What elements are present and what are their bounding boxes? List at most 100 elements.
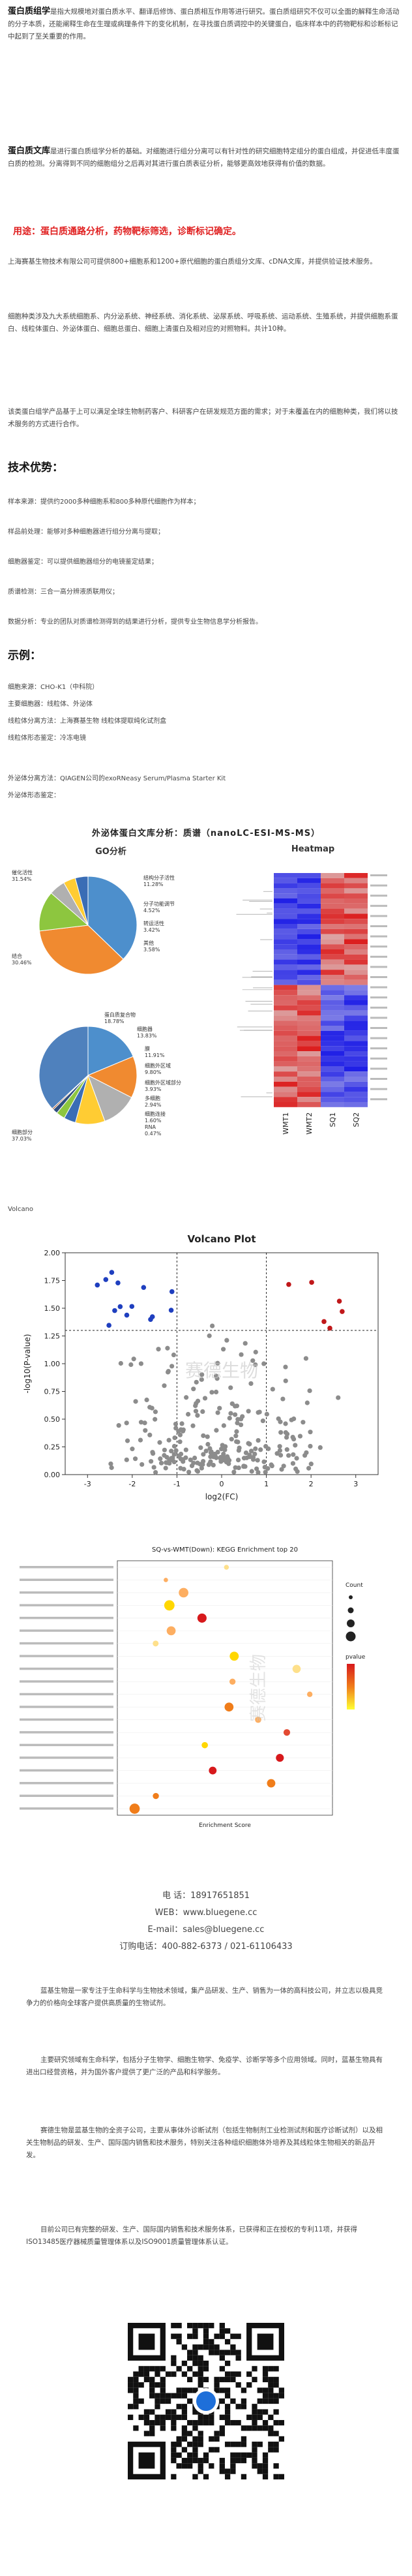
qr-logo-icon [196, 2391, 216, 2411]
pathway-label-placeholder [20, 1769, 113, 1772]
heatmap-cell [344, 1020, 368, 1026]
heatmap-cell [321, 898, 344, 904]
qr-module [133, 2376, 139, 2383]
qr-module [176, 2452, 182, 2458]
intro-paragraph-2: 蛋白质文库是进行蛋白质组学分析的基础。对细胞进行组分分离可以有针对性的研究细胞特… [8, 145, 404, 170]
heatmap-cell [274, 1035, 297, 1041]
qr-module [133, 2425, 139, 2431]
heatmap-cell [344, 1081, 368, 1087]
point-ns [171, 1443, 177, 1449]
qr-module [219, 2350, 225, 2355]
advantages-title: 技术优势： [8, 461, 63, 474]
qr-module [160, 2414, 166, 2420]
qr-module [198, 2442, 203, 2447]
heatmap-cell [321, 1030, 344, 1036]
qr-module [149, 2425, 155, 2431]
qr-module [192, 2425, 198, 2431]
enrichment-point [201, 1741, 208, 1749]
qr-module [192, 2344, 198, 2350]
qr-module [128, 2376, 134, 2383]
qr-module [224, 2371, 231, 2377]
point-ns [235, 1458, 241, 1463]
heatmap-cell [297, 1066, 321, 1072]
volcano-label: Volcano [8, 1206, 34, 1213]
point-ns [226, 1461, 231, 1466]
qr-module [192, 2442, 198, 2447]
point-ns [211, 1462, 216, 1468]
heatmap-cell [274, 1046, 297, 1051]
qr-module [187, 2355, 193, 2361]
point-up [321, 1319, 327, 1325]
point-ns [221, 1423, 226, 1428]
heatmap-cell [297, 949, 321, 955]
qr-module [176, 2366, 182, 2372]
qr-module [252, 2452, 258, 2458]
qr-module [278, 2419, 284, 2426]
qr-module [262, 2398, 269, 2404]
heatmap-cell [321, 939, 344, 945]
qr-module [165, 2393, 171, 2399]
qr-module [192, 2355, 198, 2361]
point-ns [250, 1454, 256, 1460]
qr-module [273, 2409, 279, 2415]
heatmap-cell [274, 1092, 297, 1097]
heatmap-cell [344, 1026, 368, 1031]
qr-module [252, 2425, 258, 2431]
pathway-label-placeholder [20, 1743, 113, 1747]
point-ns [158, 1460, 164, 1465]
qr-module [181, 2387, 188, 2393]
qr-module [192, 2452, 198, 2458]
point-ns [261, 1361, 267, 1366]
qr-module [176, 2393, 182, 2399]
qr-module [181, 2344, 188, 2350]
qr-module [230, 2452, 236, 2458]
heatmap-cell [297, 1061, 321, 1067]
heatmap-cell [321, 1061, 344, 1067]
qr-module [230, 2468, 236, 2474]
qr-module [214, 2447, 220, 2453]
advantage-item: 细胞器鉴定：可以提供细胞器组分的电镜鉴定结果； [8, 559, 158, 566]
heatmap-cell [344, 1097, 368, 1102]
heatmap-cell [344, 1051, 368, 1056]
qr-module [219, 2366, 225, 2372]
qr-module [235, 2457, 241, 2464]
qr-module [273, 2393, 279, 2399]
qr-finder-core [257, 2333, 274, 2350]
qr-module [252, 2419, 258, 2426]
enrichment-point [255, 1716, 261, 1723]
heatmap-cell [274, 1061, 297, 1067]
point-down [112, 1308, 117, 1313]
heatmap-cell [297, 878, 321, 883]
enrichment-point [276, 1754, 284, 1762]
qr-module [252, 2404, 258, 2410]
row-label-placeholder [370, 1078, 387, 1080]
point-ns [279, 1467, 284, 1472]
qr-module [214, 2387, 220, 2393]
heatmap-cell [321, 1015, 344, 1021]
point-ns [167, 1461, 172, 1466]
heatmap-cell [321, 949, 344, 955]
point-ns [157, 1440, 162, 1445]
y-tick-label: 0.00 [44, 1471, 61, 1479]
heatmap-cell [297, 1097, 321, 1102]
y-tick-label: 1.50 [44, 1304, 61, 1313]
heatmap-cell [297, 1041, 321, 1047]
heatmap-cell [274, 878, 297, 883]
heatmap-title: Heatmap [291, 844, 335, 854]
point-down [168, 1308, 174, 1313]
point-ns [270, 1387, 275, 1392]
point-ns [289, 1417, 294, 1422]
qr-module [230, 2376, 236, 2383]
pie-label: 多细胞 2.94% [145, 1095, 162, 1108]
qr-module [160, 2393, 166, 2399]
qr-module [181, 2425, 188, 2431]
heatmap-cell [344, 1092, 368, 1097]
qr-module [203, 2360, 209, 2367]
qr-module [143, 2409, 150, 2415]
point-ns [246, 1441, 251, 1446]
qr-module [235, 2333, 241, 2339]
qr-module [154, 2382, 160, 2388]
heatmap-cell [344, 949, 368, 955]
qr-code-icon[interactable] [128, 2323, 284, 2479]
qr-module [230, 2344, 236, 2350]
